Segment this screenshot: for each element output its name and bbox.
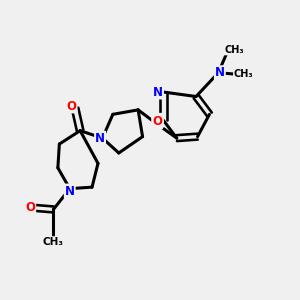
Text: O: O <box>67 100 76 112</box>
Text: O: O <box>152 115 162 128</box>
Text: CH₃: CH₃ <box>224 44 244 55</box>
Text: CH₃: CH₃ <box>43 237 64 247</box>
Text: N: N <box>65 184 75 197</box>
Text: N: N <box>95 132 105 145</box>
Text: CH₃: CH₃ <box>234 69 254 79</box>
Text: N: N <box>153 85 163 98</box>
Text: O: O <box>25 202 35 214</box>
Text: N: N <box>215 66 225 79</box>
Text: N: N <box>153 114 163 127</box>
